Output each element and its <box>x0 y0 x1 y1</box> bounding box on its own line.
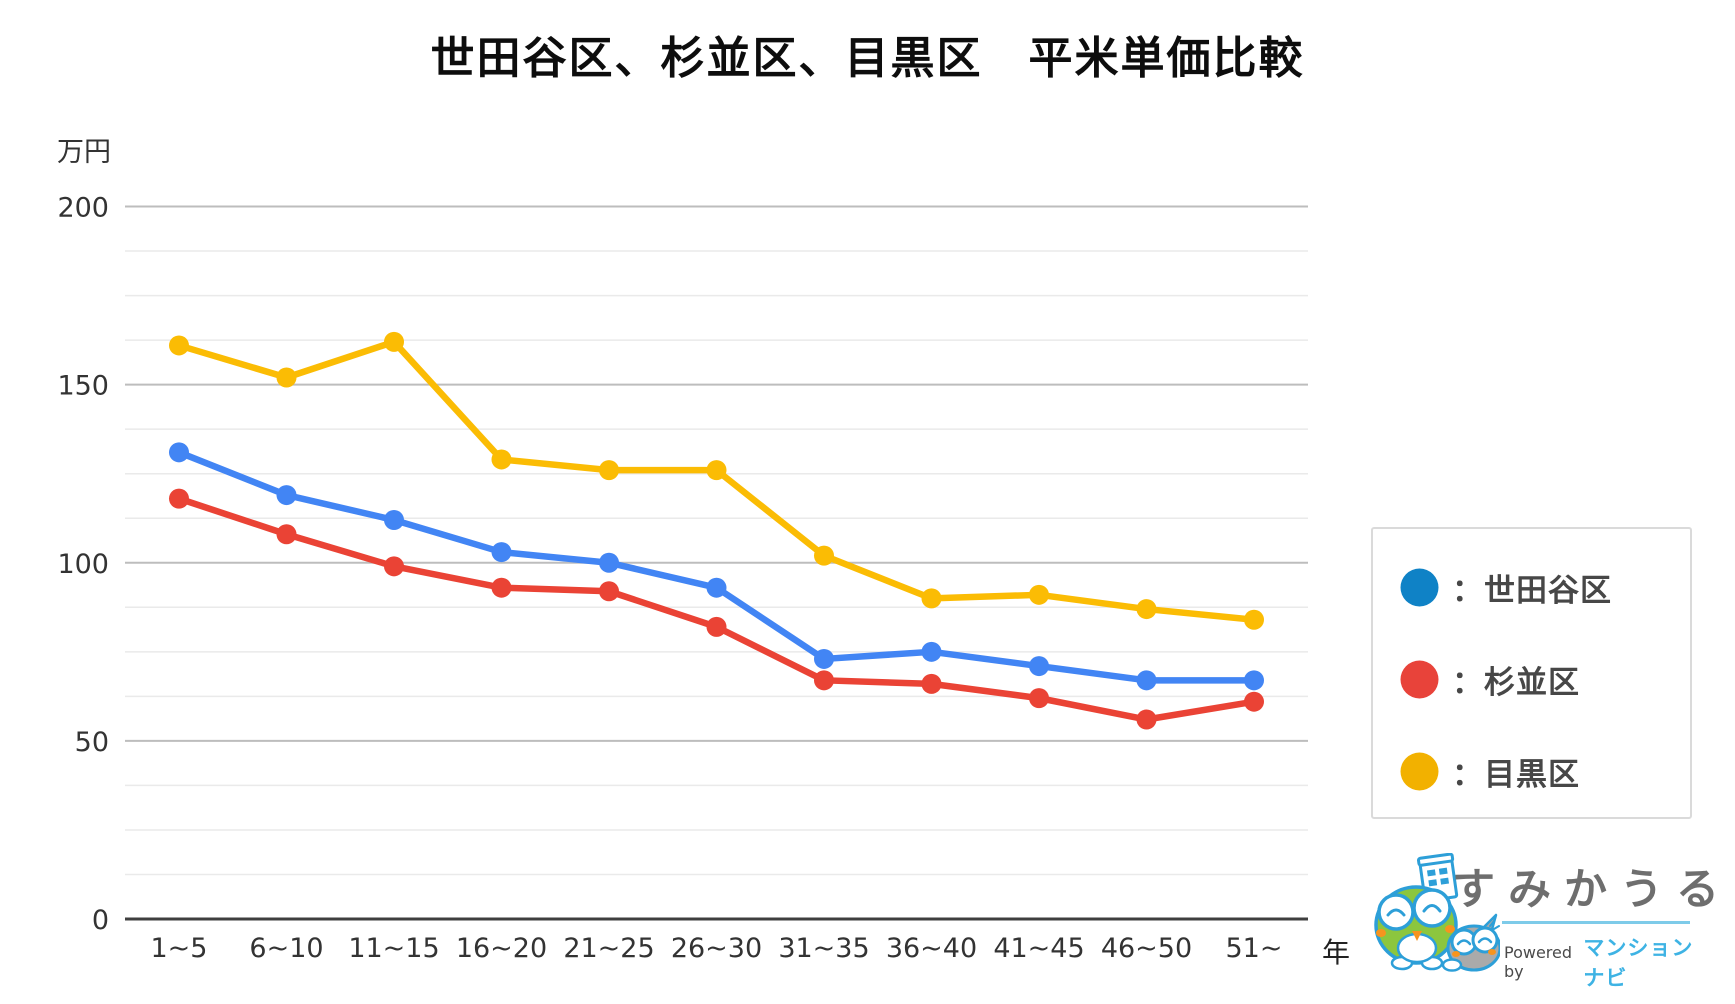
data-point <box>921 641 942 662</box>
y-tick-label: 200 <box>57 193 109 224</box>
series-line <box>175 449 1258 684</box>
data-point <box>384 510 404 530</box>
series-2 <box>169 331 1264 630</box>
data-point <box>169 335 189 356</box>
data-point <box>1136 670 1157 691</box>
data-point <box>1136 599 1157 620</box>
data-point <box>384 331 404 352</box>
chart-legend: ：世田谷区 ：杉並区 ：目黒区 <box>1371 527 1692 819</box>
y-tick-label: 100 <box>57 549 109 580</box>
data-point <box>706 577 727 598</box>
x-tick-label: 31~35 <box>778 933 869 964</box>
x-tick-label: 46~50 <box>1101 933 1192 964</box>
x-tick-label: 51~ <box>1226 933 1283 964</box>
legend-label-suginami: ：杉並区 <box>1452 664 1580 701</box>
data-point <box>276 485 297 506</box>
data-point <box>706 616 727 637</box>
data-point <box>814 648 834 669</box>
data-point <box>599 460 619 481</box>
data-point <box>1029 688 1049 709</box>
x-axis-ticks: 1~5 6~10 11~15 16~20 21~25 26~30 31~35 36~40 41~… <box>151 933 1283 964</box>
logo-brand-name: すみかうる <box>1452 865 1732 915</box>
logo-divider <box>1502 921 1690 924</box>
x-tick-label: 26~30 <box>671 933 762 964</box>
legend-label-meguro: ：目黒区 <box>1452 756 1580 793</box>
y-tick-label: 150 <box>57 371 109 402</box>
x-tick-label: 36~40 <box>886 933 977 964</box>
data-point <box>169 488 189 509</box>
chart-title: 世田谷区、杉並区、目黒区 平米単価比較 <box>430 33 1305 84</box>
x-tick-label: 1~5 <box>151 933 208 964</box>
data-point <box>599 581 619 602</box>
mansion-navi-brand-text: マンションナビ <box>1583 936 1694 990</box>
data-point <box>276 367 297 388</box>
data-point <box>1136 709 1157 730</box>
x-tick-label: 6~10 <box>249 933 323 964</box>
series-0 <box>169 442 1264 691</box>
data-point <box>1244 609 1264 630</box>
legend-item-setagaya: ：世田谷区 <box>1400 541 1690 633</box>
data-point <box>276 524 297 545</box>
series-color-dot-yellow <box>1400 752 1439 790</box>
data-point <box>491 542 512 563</box>
data-point <box>491 449 512 470</box>
data-point <box>921 673 942 694</box>
series-line <box>175 495 1258 723</box>
y-tick-label: 50 <box>75 727 109 758</box>
x-tick-label: 41~45 <box>993 933 1084 964</box>
y-axis-ticks: 0 50 100 150 200 <box>57 193 109 937</box>
x-axis-unit-label: 年 <box>1322 936 1351 969</box>
data-point <box>384 556 404 577</box>
data-point <box>1244 691 1264 712</box>
sumikauru-logo: すみかうる Powered by マンションナビ <box>1372 851 1732 990</box>
data-point <box>1029 584 1049 605</box>
data-point <box>599 552 619 573</box>
legend-label-setagaya: ：世田谷区 <box>1452 572 1612 609</box>
data-point <box>491 577 512 598</box>
powered-by-text: Powered by <box>1504 943 1573 981</box>
x-tick-label: 21~25 <box>563 933 654 964</box>
data-point <box>706 460 727 481</box>
series-color-dot-red <box>1400 660 1439 698</box>
data-point <box>1029 656 1049 677</box>
series-color-dot-blue <box>1400 568 1439 606</box>
legend-item-meguro: ：目黒区 <box>1400 725 1690 817</box>
legend-item-suginami: ：杉並区 <box>1400 633 1690 725</box>
y-axis-unit-label: 万円 <box>57 137 111 168</box>
x-tick-label: 11~15 <box>348 933 439 964</box>
x-tick-label: 16~20 <box>456 933 547 964</box>
data-point <box>1244 670 1264 691</box>
data-point <box>169 442 189 463</box>
mascot-icon <box>1374 853 1500 972</box>
series-1 <box>169 488 1264 730</box>
data-point <box>814 545 834 566</box>
data-point <box>814 670 834 691</box>
y-tick-label: 0 <box>92 905 109 936</box>
data-point <box>921 588 942 609</box>
